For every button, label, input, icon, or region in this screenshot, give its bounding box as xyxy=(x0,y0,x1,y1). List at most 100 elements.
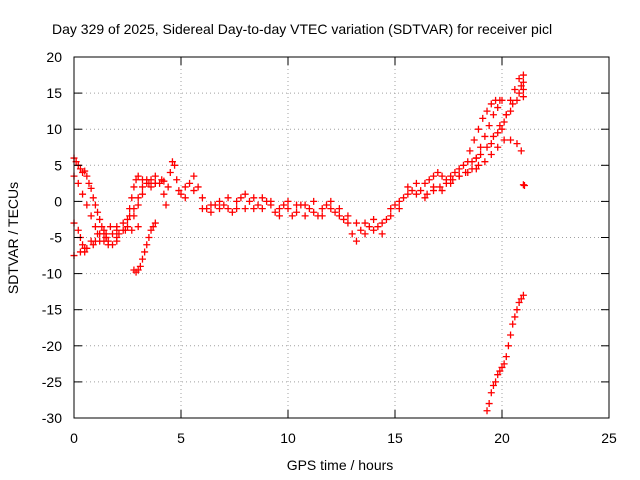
data-point xyxy=(507,96,515,104)
data-point xyxy=(327,205,335,213)
data-point xyxy=(85,179,93,187)
data-point xyxy=(470,136,478,144)
data-point xyxy=(151,179,159,187)
data-point xyxy=(442,179,450,187)
data-point xyxy=(502,353,510,361)
data-point xyxy=(348,230,356,238)
data-point xyxy=(513,96,521,104)
data-point xyxy=(83,201,91,209)
data-point xyxy=(515,75,523,83)
data-point xyxy=(181,194,189,202)
data-point xyxy=(94,208,102,216)
data-point xyxy=(79,241,87,249)
data-point xyxy=(134,201,142,209)
data-point xyxy=(177,190,185,198)
data-point xyxy=(128,194,136,202)
data-point xyxy=(74,179,82,187)
data-point xyxy=(489,132,497,140)
data-point xyxy=(138,255,146,263)
data-point xyxy=(496,122,504,130)
data-point xyxy=(412,190,420,198)
data-point xyxy=(102,230,110,238)
data-point xyxy=(365,223,373,231)
y-axis-label: SDTVAR / TECUs xyxy=(5,182,21,294)
data-point xyxy=(143,179,151,187)
data-point xyxy=(134,172,142,180)
data-point xyxy=(241,205,249,213)
data-point xyxy=(216,197,224,205)
data-point xyxy=(323,201,331,209)
data-point xyxy=(109,230,117,238)
y-tick-label: -5 xyxy=(50,230,63,246)
data-point xyxy=(436,183,444,191)
data-point xyxy=(164,183,172,191)
data-point xyxy=(143,241,151,249)
data-point xyxy=(136,262,144,270)
data-point xyxy=(513,140,521,148)
data-point xyxy=(216,205,224,213)
data-point xyxy=(288,212,296,220)
axis-ticks xyxy=(73,56,610,419)
data-point xyxy=(468,158,476,166)
data-point xyxy=(130,183,138,191)
data-point xyxy=(233,205,241,213)
data-point xyxy=(224,205,232,213)
data-point xyxy=(162,201,170,209)
data-point xyxy=(134,194,142,202)
data-point xyxy=(237,194,245,202)
data-point xyxy=(198,194,206,202)
data-points xyxy=(70,71,528,415)
x-axis-label: GPS time / hours xyxy=(287,457,394,473)
data-point xyxy=(89,194,97,202)
data-point xyxy=(250,194,258,202)
data-point xyxy=(258,205,266,213)
data-point xyxy=(96,215,104,223)
data-point xyxy=(498,125,506,133)
y-tick-label: -10 xyxy=(42,266,62,282)
data-point xyxy=(509,100,517,108)
data-point xyxy=(517,82,525,90)
data-point xyxy=(507,136,515,144)
data-point xyxy=(241,190,249,198)
data-point xyxy=(400,194,408,202)
data-point xyxy=(447,172,455,180)
data-point xyxy=(134,266,142,274)
y-tick-label: 15 xyxy=(46,85,62,101)
data-point xyxy=(293,208,301,216)
data-point xyxy=(100,226,108,234)
data-point xyxy=(98,223,106,231)
data-point xyxy=(504,342,512,350)
data-point xyxy=(485,400,493,408)
y-tick-label: -15 xyxy=(42,302,62,318)
data-point xyxy=(500,118,508,126)
data-point xyxy=(335,205,343,213)
data-point xyxy=(519,78,527,86)
data-point xyxy=(91,223,99,231)
data-point xyxy=(134,223,142,231)
data-point xyxy=(305,205,313,213)
data-point xyxy=(301,201,309,209)
data-point xyxy=(331,208,339,216)
data-point xyxy=(115,230,123,238)
data-point xyxy=(258,194,266,202)
data-point xyxy=(138,190,146,198)
data-point xyxy=(500,360,508,368)
data-point xyxy=(487,100,495,108)
data-point xyxy=(275,212,283,220)
data-point xyxy=(477,150,485,158)
data-point xyxy=(168,158,176,166)
data-point xyxy=(76,248,84,256)
y-tick-label: 20 xyxy=(46,49,62,65)
data-point xyxy=(335,212,343,220)
data-point xyxy=(378,230,386,238)
data-point xyxy=(511,313,519,321)
data-point xyxy=(474,161,482,169)
data-point xyxy=(76,165,84,173)
data-point xyxy=(509,320,517,328)
data-point xyxy=(483,143,491,151)
data-point xyxy=(94,230,102,238)
data-point xyxy=(130,212,138,220)
y-tick-label: -25 xyxy=(42,374,62,390)
data-point xyxy=(106,223,114,231)
data-point xyxy=(517,147,525,155)
